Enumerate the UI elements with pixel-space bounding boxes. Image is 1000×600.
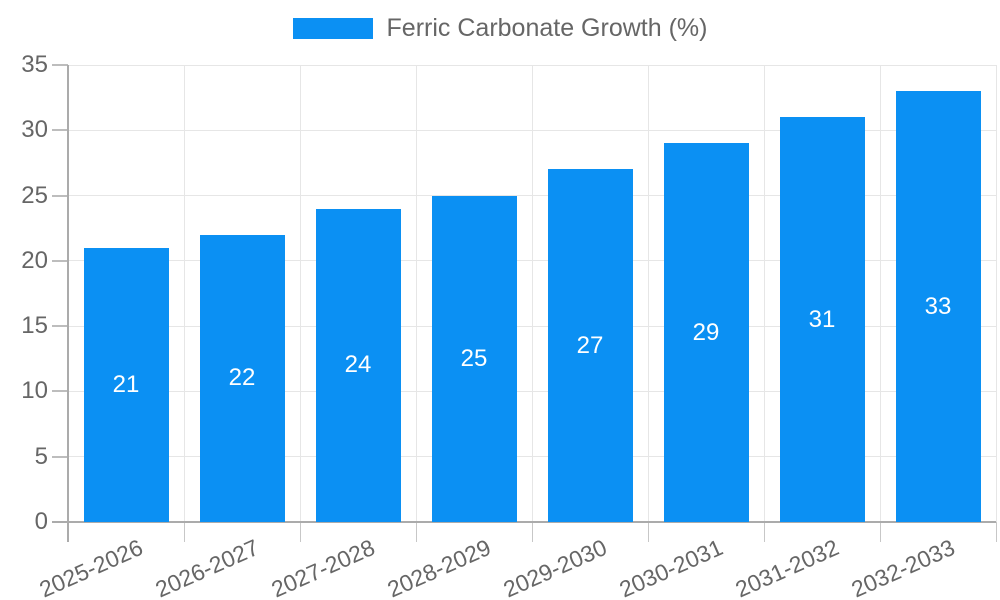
gridline-vertical xyxy=(299,65,301,522)
bar-value-label: 27 xyxy=(576,331,604,359)
x-axis-label: 2026-2027 xyxy=(151,534,263,600)
gridline-vertical xyxy=(183,65,185,522)
x-tick-mark xyxy=(299,522,301,542)
y-axis-label: 35 xyxy=(21,51,48,78)
x-tick-mark xyxy=(415,522,417,542)
x-axis-label: 2032-2033 xyxy=(847,534,959,600)
bar[interactable] xyxy=(83,247,169,522)
y-axis-label: 30 xyxy=(21,116,48,144)
x-axis-label: 2025-2026 xyxy=(35,534,147,600)
y-tick-mark xyxy=(52,194,68,197)
bar[interactable] xyxy=(547,169,633,522)
bar-value-label: 29 xyxy=(692,318,720,346)
y-tick-mark xyxy=(52,64,68,66)
x-axis-label: 2031-2032 xyxy=(731,534,843,600)
x-axis-label: 2029-2030 xyxy=(499,534,611,600)
legend-item[interactable]: Ferric Carbonate Growth (%) xyxy=(0,16,1000,41)
x-axis-line xyxy=(52,521,996,523)
x-tick-mark xyxy=(763,522,765,542)
bar-value-label: 22 xyxy=(228,364,256,392)
y-tick-mark xyxy=(52,259,68,262)
bar[interactable] xyxy=(663,143,749,522)
y-axis-label: 0 xyxy=(34,508,48,535)
bar-value-label: 21 xyxy=(112,370,140,398)
bar-value-label: 33 xyxy=(924,292,952,320)
y-tick-mark xyxy=(52,129,68,132)
x-tick-mark xyxy=(879,522,881,542)
x-tick-mark xyxy=(183,522,185,542)
bar[interactable] xyxy=(199,234,285,522)
x-axis-label: 2030-2031 xyxy=(615,534,727,600)
x-tick-mark xyxy=(995,522,997,542)
bar[interactable] xyxy=(895,91,981,522)
y-axis-label: 20 xyxy=(21,246,48,274)
bar-value-label: 25 xyxy=(460,344,488,372)
legend-label: Ferric Carbonate Growth (%) xyxy=(386,14,708,42)
y-axis-label: 25 xyxy=(21,181,48,209)
x-tick-mark xyxy=(647,522,649,542)
gridline-vertical xyxy=(647,65,649,522)
gridline-vertical xyxy=(995,65,997,522)
bar[interactable] xyxy=(431,195,517,522)
y-axis-label: 15 xyxy=(21,312,48,340)
y-tick-mark xyxy=(52,325,68,328)
bar-value-label: 24 xyxy=(344,351,372,379)
gridline-vertical xyxy=(763,65,765,522)
y-tick-mark xyxy=(52,390,68,393)
y-axis-label: 5 xyxy=(34,442,48,470)
bar-value-label: 31 xyxy=(808,305,836,333)
gridline-vertical xyxy=(531,65,533,522)
gridline-vertical xyxy=(879,65,881,522)
bar[interactable] xyxy=(779,117,865,522)
gridline-vertical xyxy=(415,65,417,522)
y-axis-label: 10 xyxy=(21,377,48,405)
bar[interactable] xyxy=(315,208,401,522)
x-axis-label: 2027-2028 xyxy=(267,534,379,600)
legend-swatch xyxy=(292,18,373,39)
y-tick-mark xyxy=(52,455,68,458)
x-tick-mark xyxy=(531,522,533,542)
y-axis-line xyxy=(67,65,69,542)
x-axis-label: 2028-2029 xyxy=(383,534,495,600)
